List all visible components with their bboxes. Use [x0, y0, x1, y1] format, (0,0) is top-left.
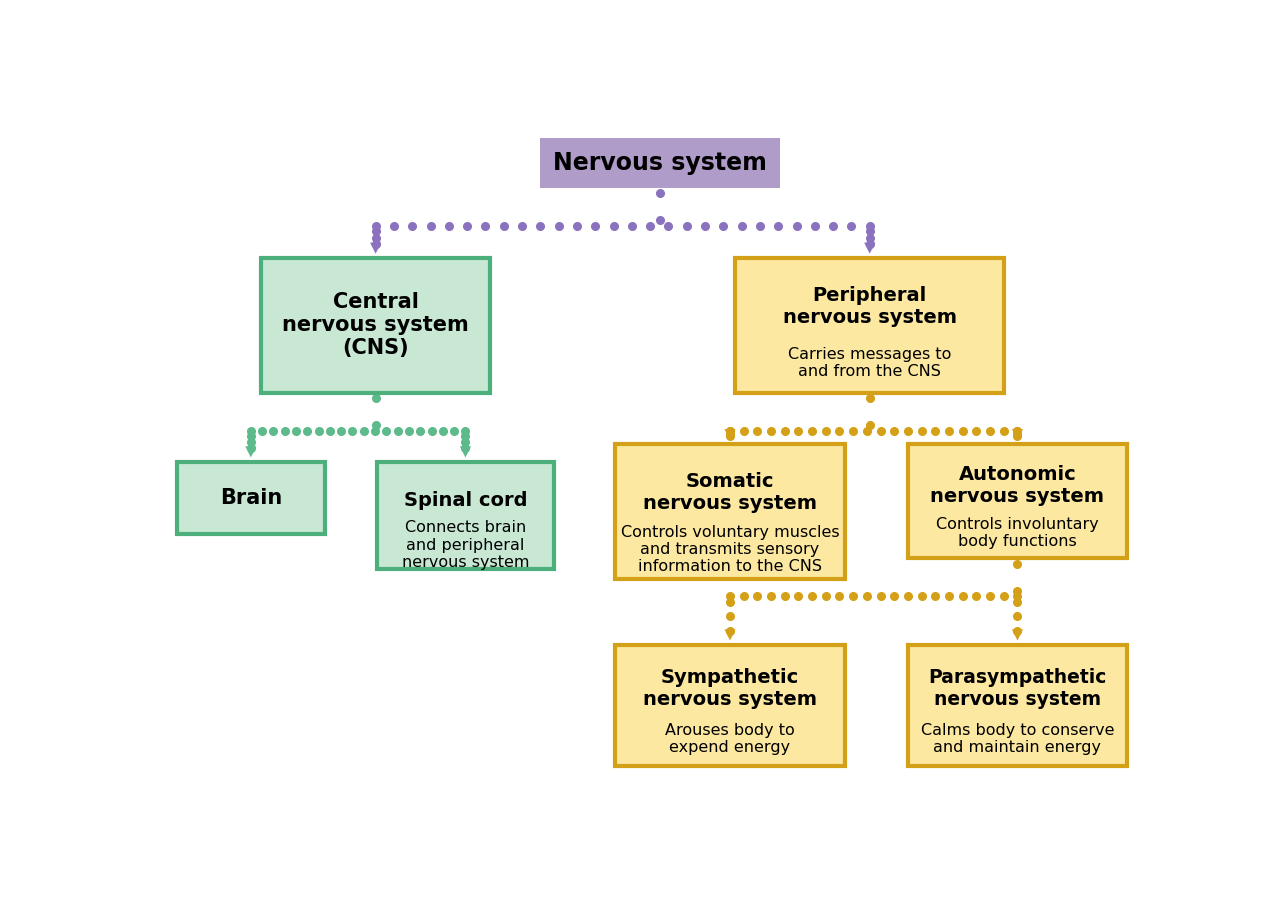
Text: Controls involuntary
body functions: Controls involuntary body functions	[936, 517, 1099, 550]
FancyBboxPatch shape	[541, 138, 779, 187]
FancyBboxPatch shape	[735, 257, 1005, 393]
Text: Carries messages to
and from the CNS: Carries messages to and from the CNS	[788, 347, 952, 379]
Text: Peripheral
nervous system: Peripheral nervous system	[783, 286, 957, 327]
FancyBboxPatch shape	[260, 257, 491, 393]
FancyBboxPatch shape	[616, 444, 845, 579]
Text: Nervous system: Nervous system	[553, 151, 768, 175]
Text: Autonomic
nervous system: Autonomic nervous system	[930, 465, 1104, 506]
Text: Calms body to conserve
and maintain energy: Calms body to conserve and maintain ener…	[921, 723, 1114, 755]
Text: Sympathetic
nervous system: Sympathetic nervous system	[643, 667, 817, 709]
FancyBboxPatch shape	[908, 444, 1127, 558]
FancyBboxPatch shape	[376, 462, 554, 569]
Text: Parasympathetic
nervous system: Parasympathetic nervous system	[929, 667, 1106, 709]
FancyBboxPatch shape	[176, 462, 325, 534]
Text: Spinal cord: Spinal cord	[403, 491, 527, 509]
Text: Brain: Brain	[220, 488, 282, 508]
Text: Somatic
nervous system: Somatic nervous system	[643, 473, 817, 513]
FancyBboxPatch shape	[908, 645, 1127, 765]
Text: Connects brain
and peripheral
nervous system: Connects brain and peripheral nervous sy…	[402, 520, 529, 570]
Text: Central
nervous system
(CNS): Central nervous system (CNS)	[282, 292, 469, 359]
Text: Arouses body to
expend energy: Arouses body to expend energy	[665, 723, 795, 755]
FancyBboxPatch shape	[616, 645, 845, 765]
Text: Controls voluntary muscles
and transmits sensory
information to the CNS: Controls voluntary muscles and transmits…	[621, 525, 840, 574]
